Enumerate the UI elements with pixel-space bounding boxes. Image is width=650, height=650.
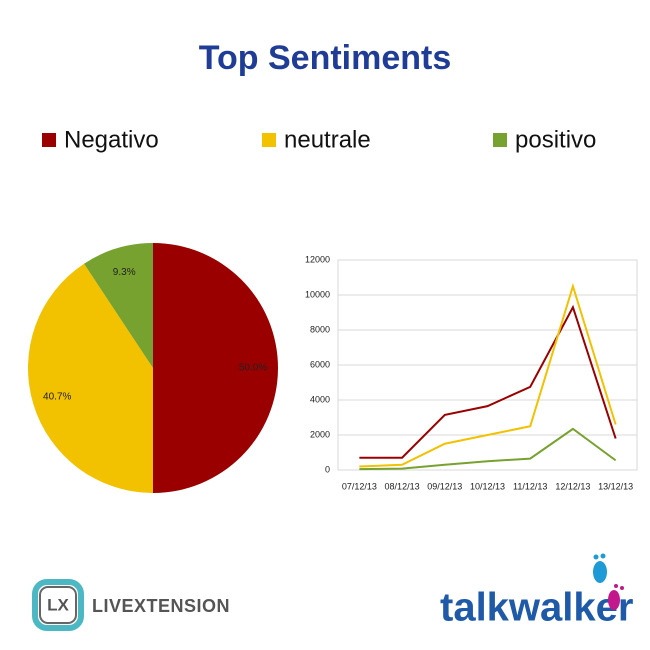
x-tick-label: 07/12/13 bbox=[342, 481, 377, 491]
legend-label: neutrale bbox=[284, 126, 371, 153]
lx-icon-inner bbox=[39, 586, 77, 624]
lx-logo: LX LIVEXTENSION bbox=[32, 579, 230, 631]
legend-label: Negativo bbox=[64, 126, 159, 153]
y-tick-label: 2000 bbox=[310, 429, 330, 439]
footprint bbox=[593, 561, 607, 583]
talkwalker-logo: talkwalker bbox=[440, 553, 633, 630]
y-tick-label: 10000 bbox=[305, 289, 330, 299]
x-tick-label: 11/12/13 bbox=[513, 481, 547, 491]
x-tick-label: 13/12/13 bbox=[598, 481, 633, 491]
line-series bbox=[359, 304, 617, 459]
y-tick-label: 8000 bbox=[310, 324, 330, 334]
pie-slice bbox=[27, 263, 153, 493]
talkwalker-text: talkwalker bbox=[440, 586, 633, 630]
legend-label: positivo bbox=[515, 126, 596, 153]
pie-label: 50.0% bbox=[239, 363, 267, 374]
pie-label: 9.3% bbox=[113, 267, 136, 278]
legend-swatch bbox=[42, 133, 56, 147]
pie-label: 40.7% bbox=[43, 391, 71, 402]
toe bbox=[600, 553, 606, 559]
toe bbox=[593, 554, 599, 560]
title: Top Sentiments bbox=[199, 39, 452, 77]
livextension-text: LIVEXTENSION bbox=[92, 596, 230, 616]
footprint bbox=[608, 590, 620, 610]
line-series bbox=[359, 282, 617, 468]
pie-slice bbox=[153, 243, 278, 493]
x-tick-label: 12/12/13 bbox=[555, 481, 590, 491]
pie-slice bbox=[84, 243, 153, 368]
x-tick-label: 08/12/13 bbox=[385, 481, 420, 491]
legend-swatch bbox=[262, 133, 276, 147]
x-tick-label: 09/12/13 bbox=[427, 481, 462, 491]
toe bbox=[620, 586, 624, 590]
lx-icon bbox=[32, 579, 84, 631]
x-tick-label: 10/12/13 bbox=[470, 481, 505, 491]
y-tick-label: 6000 bbox=[310, 359, 330, 369]
y-tick-label: 12000 bbox=[305, 254, 330, 264]
y-tick-label: 0 bbox=[325, 464, 330, 474]
legend-swatch bbox=[493, 133, 507, 147]
lx-text: LX bbox=[47, 595, 69, 614]
line-series bbox=[359, 427, 617, 471]
toe bbox=[614, 584, 618, 588]
y-tick-label: 4000 bbox=[310, 394, 330, 404]
